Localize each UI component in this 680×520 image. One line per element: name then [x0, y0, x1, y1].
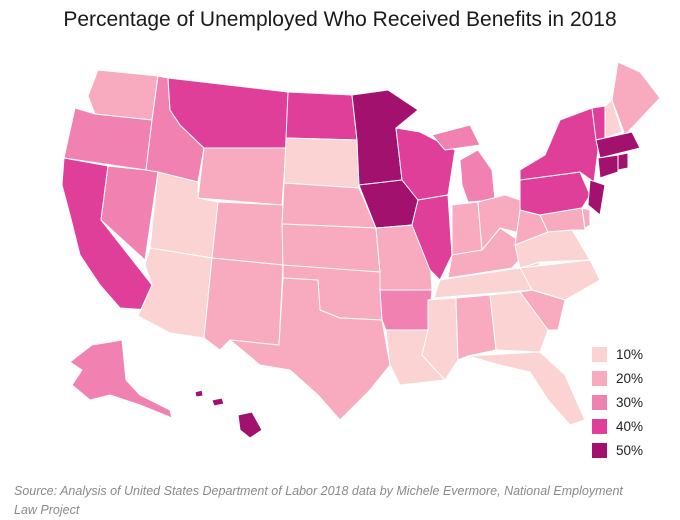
state-ct — [597, 154, 619, 179]
map-title: Percentage of Unemployed Who Received Be… — [63, 8, 617, 31]
state-nh — [604, 99, 623, 139]
legend-label: 50% — [616, 442, 644, 458]
state-nv — [100, 165, 159, 261]
legend-label: 40% — [616, 418, 644, 434]
state-fl — [467, 351, 586, 426]
state-de — [581, 207, 591, 229]
state-ri — [617, 152, 629, 171]
state-nj — [587, 179, 606, 216]
state-al — [455, 294, 497, 361]
legend-item: 20% — [592, 366, 643, 390]
state-sc — [519, 289, 566, 331]
state-ks — [281, 223, 381, 273]
state-md — [539, 207, 586, 233]
state-ny — [519, 107, 599, 183]
state-sd — [283, 137, 360, 189]
state-ak — [69, 339, 173, 419]
state-nm — [203, 257, 284, 351]
legend-swatch — [592, 394, 607, 410]
legend-label: 10% — [616, 346, 644, 362]
state-tx — [229, 277, 391, 421]
state-co — [211, 201, 287, 266]
legend-item: 30% — [592, 390, 643, 414]
state-me — [611, 61, 661, 136]
legend-swatch — [592, 442, 607, 458]
legend-item: 50% — [592, 438, 643, 462]
legend-item: 10% — [592, 342, 643, 366]
source-note: Source: Analysis of United States Depart… — [14, 484, 623, 517]
state-wy — [197, 147, 287, 206]
state-az — [137, 247, 213, 339]
legend-label: 20% — [616, 370, 644, 386]
legend-swatch — [592, 370, 607, 386]
legend-swatch — [592, 346, 607, 362]
state-ga — [489, 291, 549, 353]
state-nd — [285, 91, 358, 141]
state-wa — [87, 69, 159, 121]
state-hi — [194, 389, 263, 439]
state-ma — [595, 131, 641, 159]
legend-label: 30% — [616, 394, 644, 410]
legend-item: 40% — [592, 414, 643, 438]
legend-swatch — [592, 418, 607, 434]
state-ar — [379, 289, 433, 331]
legend: 10% 20% 30% 40% 50% — [592, 342, 643, 462]
